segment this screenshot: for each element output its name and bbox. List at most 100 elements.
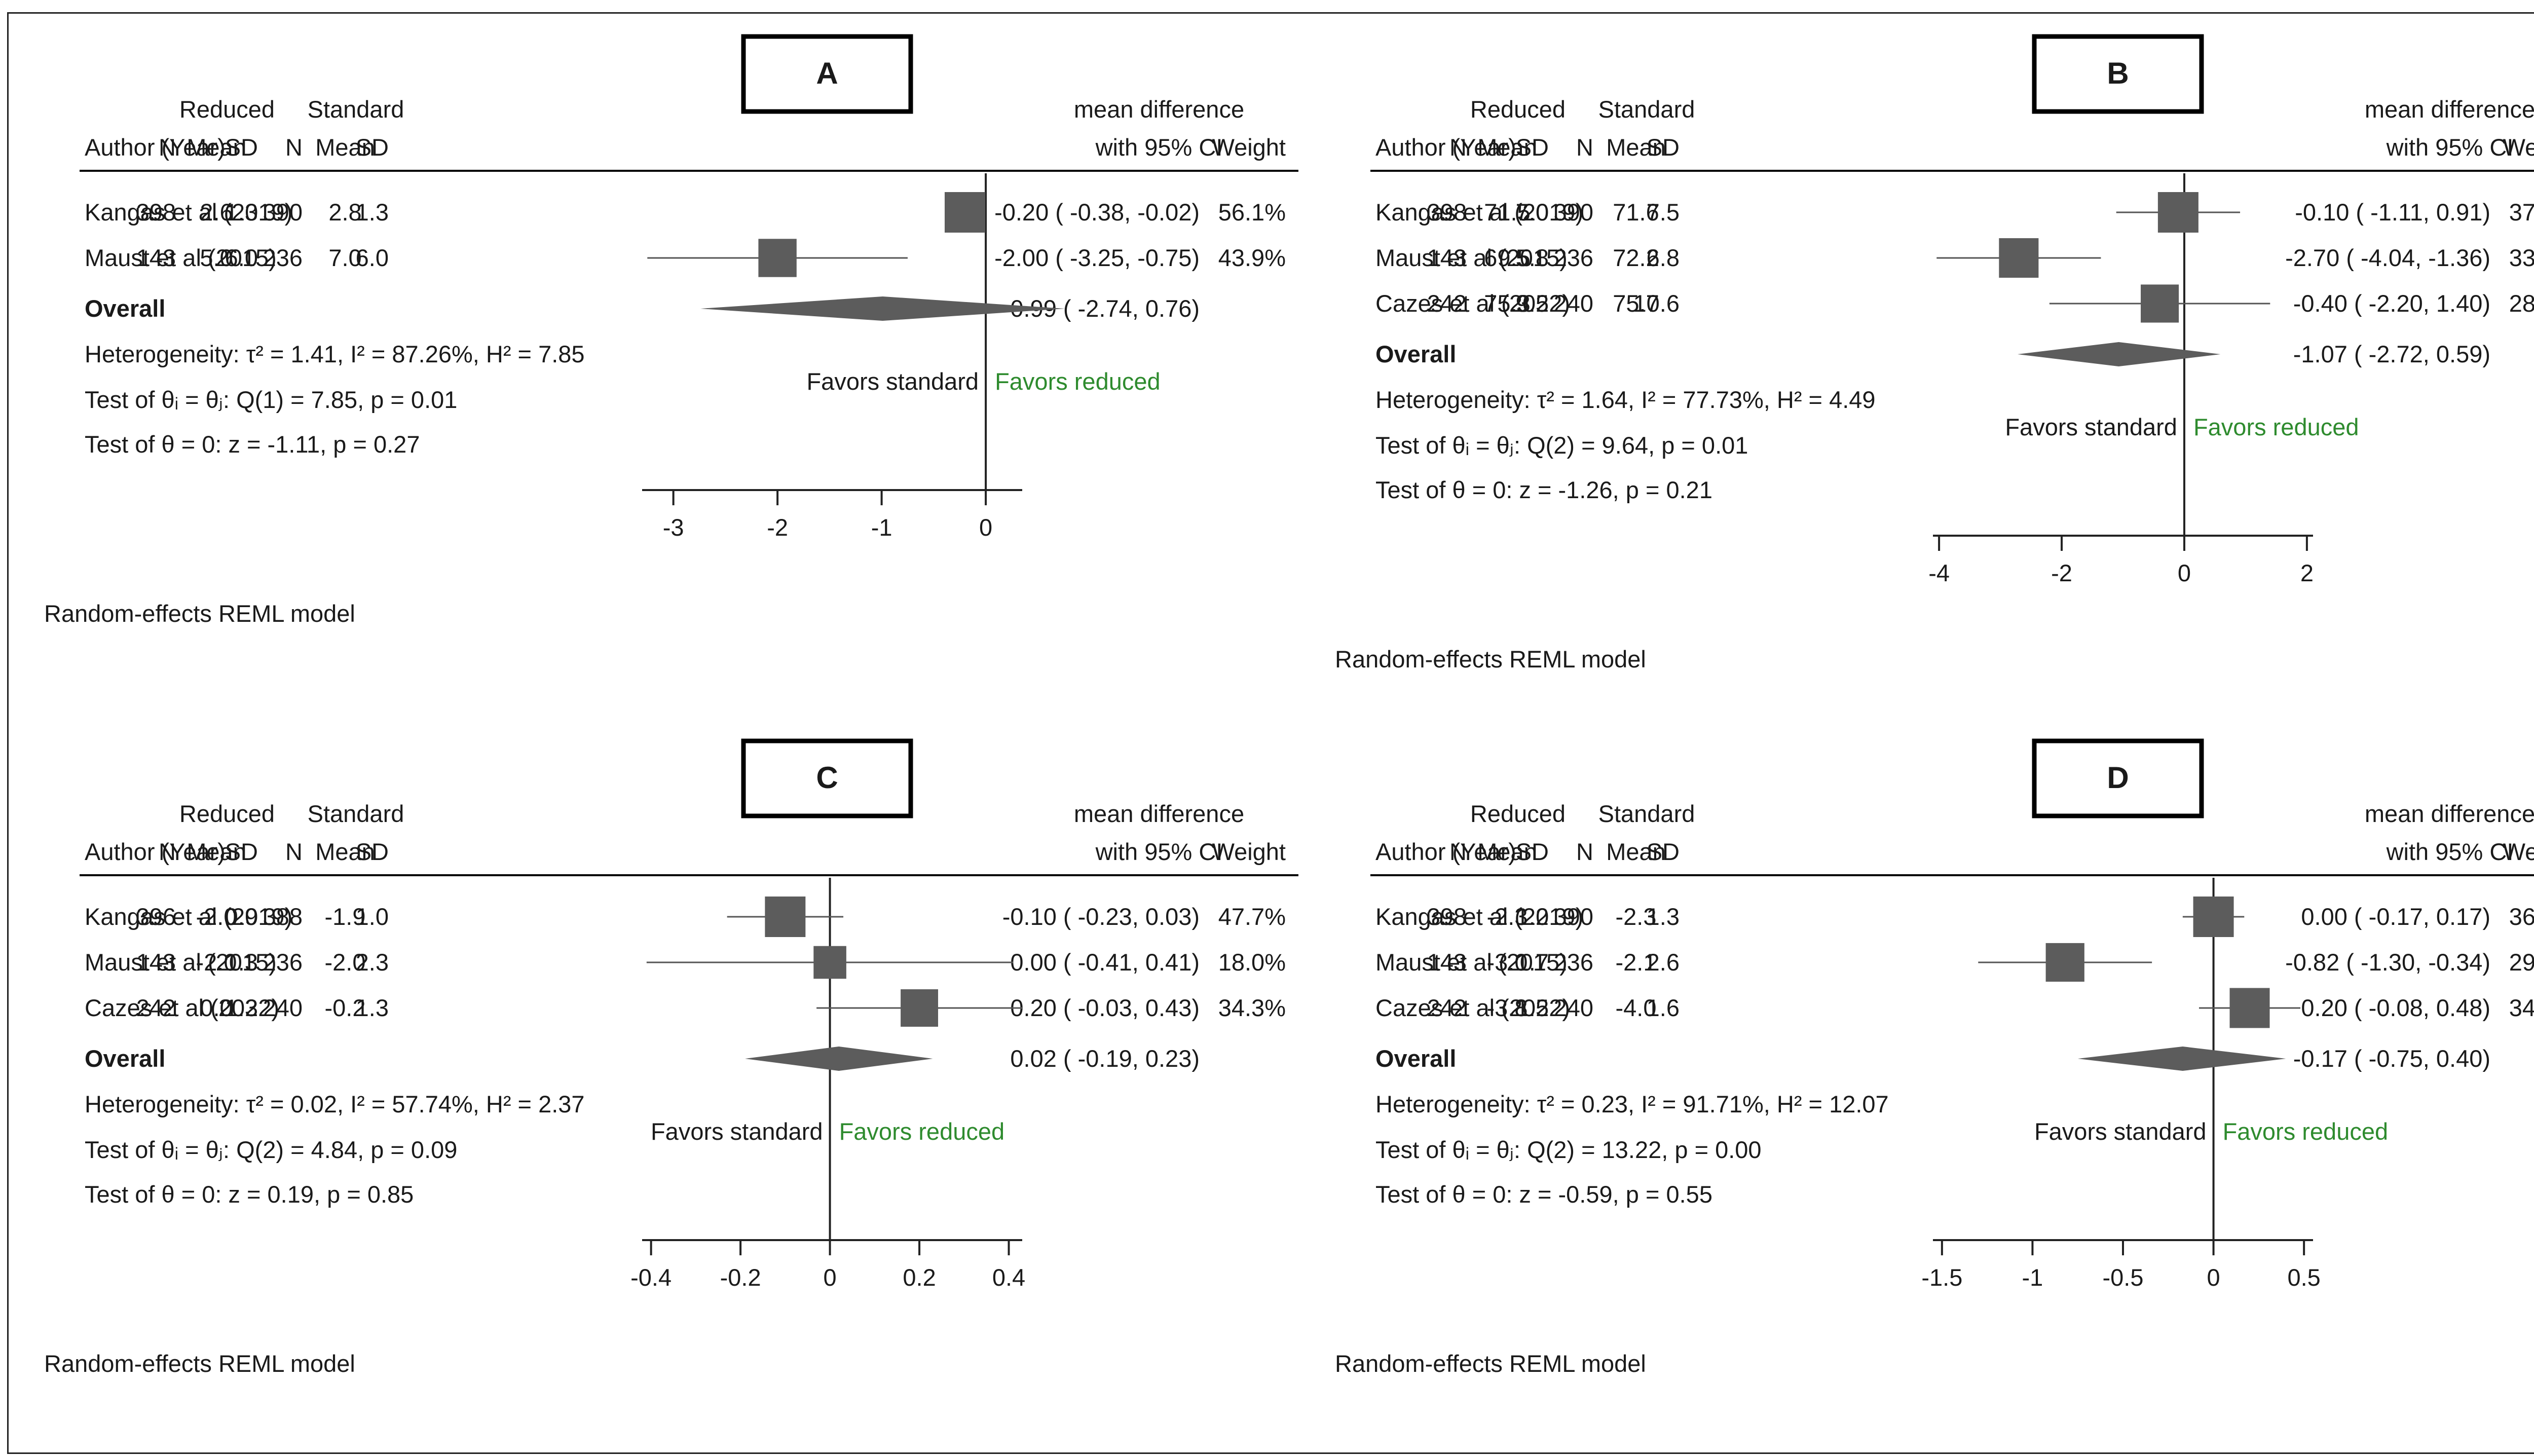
standard-mean: 7.0 bbox=[328, 244, 361, 271]
standard-sd: 1.3 bbox=[356, 994, 389, 1021]
model-note: Random-effects REML model bbox=[44, 600, 355, 627]
standard-n-header: N bbox=[285, 134, 303, 161]
x-tick-label: 0 bbox=[979, 514, 992, 541]
standard-n-header: N bbox=[285, 838, 303, 865]
study-author: Maust et al (2015) bbox=[85, 244, 277, 271]
group2-header: Standard bbox=[1598, 96, 1695, 123]
effect-subheader: with 95% CI bbox=[1095, 134, 1223, 161]
reduced-mean: 71.5 bbox=[1484, 199, 1530, 226]
reduced-n: 242 bbox=[1427, 290, 1467, 317]
standard-sd: 1.3 bbox=[1647, 903, 1680, 930]
reduced-sd-header: SD bbox=[225, 134, 258, 161]
study-author: Maust et al (2015) bbox=[1375, 949, 1568, 976]
zero-effect-test: Test of θ = 0: z = -0.59, p = 0.55 bbox=[1375, 1181, 1712, 1208]
effect-subheader: with 95% CI bbox=[2386, 838, 2514, 865]
effect-header: mean difference bbox=[2365, 96, 2534, 123]
reduced-n-header: N bbox=[159, 838, 176, 865]
x-tick-label: -4 bbox=[1928, 559, 1950, 586]
study-effect-ci: 0.00 ( -0.41, 0.41) bbox=[1010, 949, 1200, 976]
weight-header: Weight bbox=[1212, 134, 1286, 161]
standard-n: 240 bbox=[1554, 994, 1593, 1021]
forest-plot-b: B Reduced Standard mean difference Author (Y… bbox=[1299, 14, 2534, 741]
x-tick-label: 0.2 bbox=[903, 1264, 936, 1291]
reduced-mean-header: Mean bbox=[187, 838, 246, 865]
study-author: Cazes et al (2022) bbox=[1375, 290, 1570, 317]
reduced-mean: 69.5 bbox=[1484, 244, 1530, 271]
reduced-mean: 75.3 bbox=[1484, 290, 1530, 317]
group1-header: Reduced bbox=[1470, 800, 1566, 827]
study-author: Maust et al (2015) bbox=[85, 949, 277, 976]
study-author: Cazes et al (2022) bbox=[85, 994, 279, 1021]
reduced-sd: 5.8 bbox=[1516, 244, 1549, 271]
study-effect-ci: -2.70 ( -4.04, -1.36) bbox=[2285, 244, 2490, 271]
study-weight: 37.4% bbox=[2509, 199, 2534, 226]
model-note: Random-effects REML model bbox=[1335, 1350, 1646, 1377]
standard-n: 236 bbox=[1554, 949, 1593, 976]
study-effect-ci: 0.00 ( -0.17, 0.17) bbox=[2301, 903, 2490, 930]
panel-letter-box bbox=[741, 738, 913, 818]
standard-n: 236 bbox=[263, 244, 303, 271]
study-effect-square bbox=[901, 989, 939, 1027]
standard-mean: -2.3 bbox=[1616, 903, 1657, 930]
standard-n: 236 bbox=[1554, 244, 1593, 271]
overall-effect-ci: -1.07 ( -2.72, 0.59) bbox=[2293, 341, 2490, 367]
study-weight: 33.9% bbox=[2509, 244, 2534, 271]
reduced-sd: 1.3 bbox=[225, 949, 258, 976]
standard-n-header: N bbox=[1576, 838, 1593, 865]
forest-plot-a: A Reduced Standard mean difference Author (Y… bbox=[9, 14, 1299, 741]
standard-n: 388 bbox=[263, 903, 303, 930]
study-author: Cazes et al (2022) bbox=[1375, 994, 1570, 1021]
reduced-sd: 1.3 bbox=[225, 199, 258, 226]
author-header: Author (Year) bbox=[1375, 134, 1516, 161]
favors-right-label: Favors reduced bbox=[2223, 1118, 2389, 1145]
standard-sd: 1.3 bbox=[356, 199, 389, 226]
x-tick-label: 0.4 bbox=[992, 1264, 1025, 1291]
study-effect-ci: 0.20 ( -0.03, 0.43) bbox=[1010, 994, 1200, 1021]
panel-letter: D bbox=[2107, 761, 2129, 795]
reduced-sd: 0.9 bbox=[225, 903, 258, 930]
study-effect-ci: -0.40 ( -2.20, 1.40) bbox=[2293, 290, 2490, 317]
panel-letter-box bbox=[2032, 34, 2204, 114]
standard-sd-header: SD bbox=[1647, 838, 1680, 865]
standard-mean: 2.8 bbox=[328, 199, 361, 226]
reduced-mean: -3.0 bbox=[1487, 949, 1528, 976]
study-effect-ci: -2.00 ( -3.25, -0.75) bbox=[994, 244, 1200, 271]
standard-sd-header: SD bbox=[356, 134, 389, 161]
model-note: Random-effects REML model bbox=[44, 1350, 355, 1377]
study-effect-ci: -0.10 ( -1.11, 0.91) bbox=[2295, 199, 2490, 226]
x-tick-label: -1 bbox=[871, 514, 892, 541]
homogeneity-test: Test of θᵢ = θⱼ: Q(1) = 7.85, p = 0.01 bbox=[85, 386, 457, 413]
reduced-n: 242 bbox=[1427, 994, 1467, 1021]
study-effect-square bbox=[2229, 988, 2270, 1028]
standard-sd: 1.0 bbox=[356, 903, 389, 930]
x-tick-label: 0 bbox=[2207, 1264, 2220, 1291]
study-effect-ci: -0.10 ( -0.23, 0.03) bbox=[1002, 903, 1200, 930]
forest-svg: B Reduced Standard mean difference Author (Y… bbox=[1335, 34, 2534, 673]
standard-sd: 2.6 bbox=[1647, 949, 1680, 976]
study-weight: 34.3% bbox=[1218, 994, 1286, 1021]
x-tick-label: -0.4 bbox=[630, 1264, 672, 1291]
zero-effect-test: Test of θ = 0: z = -1.26, p = 0.21 bbox=[1375, 476, 1712, 503]
effect-header: mean difference bbox=[1074, 800, 1244, 827]
weight-header: Weight bbox=[1212, 838, 1286, 865]
standard-mean: -0.2 bbox=[325, 994, 366, 1021]
group1-header: Reduced bbox=[179, 96, 275, 123]
reduced-mean: 2.6 bbox=[200, 199, 233, 226]
figure-frame: A Reduced Standard mean difference Author (Y… bbox=[7, 12, 2534, 1454]
reduced-sd: 9.5 bbox=[1516, 290, 1549, 317]
standard-n: 240 bbox=[1554, 290, 1593, 317]
panel-letter-box bbox=[741, 34, 913, 114]
study-effect-square bbox=[758, 239, 797, 277]
study-author: Maust et al (2015) bbox=[1375, 244, 1568, 271]
zero-effect-test: Test of θ = 0: z = 0.19, p = 0.85 bbox=[85, 1181, 414, 1208]
homogeneity-test: Test of θᵢ = θⱼ: Q(2) = 4.84, p = 0.09 bbox=[85, 1136, 457, 1163]
reduced-mean-header: Mean bbox=[1477, 134, 1537, 161]
reduced-sd: 1.2 bbox=[1516, 903, 1549, 930]
group1-header: Reduced bbox=[179, 800, 275, 827]
overall-diamond bbox=[700, 296, 1065, 321]
standard-sd-header: SD bbox=[1647, 134, 1680, 161]
x-tick-label: -2 bbox=[2051, 559, 2072, 586]
reduced-n-header: N bbox=[1449, 838, 1467, 865]
favors-left-label: Favors standard bbox=[806, 368, 979, 395]
reduced-sd: 1.3 bbox=[225, 994, 258, 1021]
